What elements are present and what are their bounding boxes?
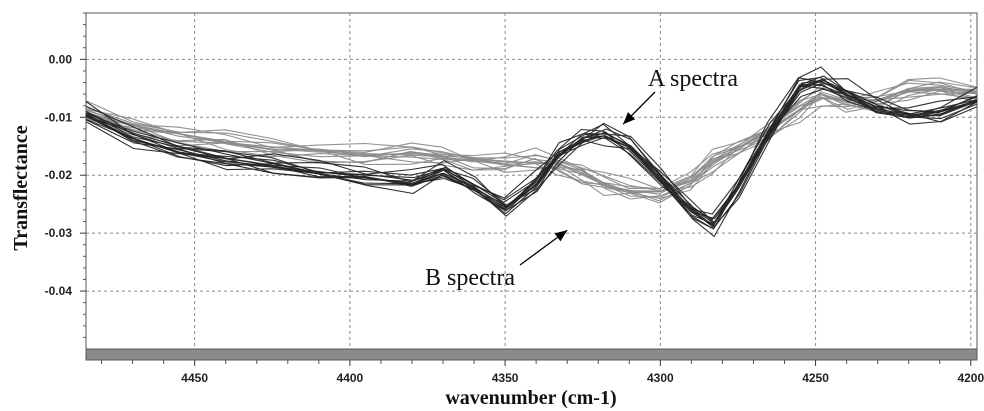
y-tick-label: -0.04 (45, 284, 73, 298)
spectrum-line-a (85, 88, 978, 237)
spectrum-line-a (85, 77, 978, 221)
x-tick-label: 4250 (802, 371, 829, 385)
series-layer (85, 66, 978, 237)
x-tick-label: 4200 (957, 371, 984, 385)
spectrum-line-b (85, 86, 978, 192)
x-tick-label: 4450 (181, 371, 208, 385)
spectrum-line-a (85, 82, 978, 230)
annotation-layer: A spectra B spectra (425, 66, 738, 291)
x-axis-title: wavenumber (cm-1) (445, 387, 616, 409)
x-tick-label: 4400 (337, 371, 364, 385)
spectrum-line-a (85, 66, 978, 215)
annotation-label: A spectra (648, 66, 738, 92)
x-scrollbar[interactable] (85, 348, 978, 361)
y-tick-label: -0.01 (45, 110, 73, 124)
y-axis-title: Transflectance (10, 125, 32, 250)
spectrum-line-a (85, 84, 978, 228)
x-tick-label: 4350 (492, 371, 519, 385)
annotation-arrowhead (623, 112, 636, 125)
spectrum-line-b (85, 82, 978, 190)
tick-layer: 4450 4400 4350 4300 4250 4200 0.00 -0.01 -0.02 -0… (45, 12, 984, 385)
y-tick-label: -0.02 (45, 168, 73, 182)
y-tick-label: -0.03 (45, 226, 73, 240)
y-tick-label: 0.00 (49, 52, 73, 66)
spectrum-line-b (85, 89, 978, 204)
annotation-label: B spectra (425, 265, 515, 291)
annotation-arrowhead (554, 230, 568, 242)
x-tick-label: 4300 (647, 371, 674, 385)
spectrum-line-a (85, 80, 978, 224)
